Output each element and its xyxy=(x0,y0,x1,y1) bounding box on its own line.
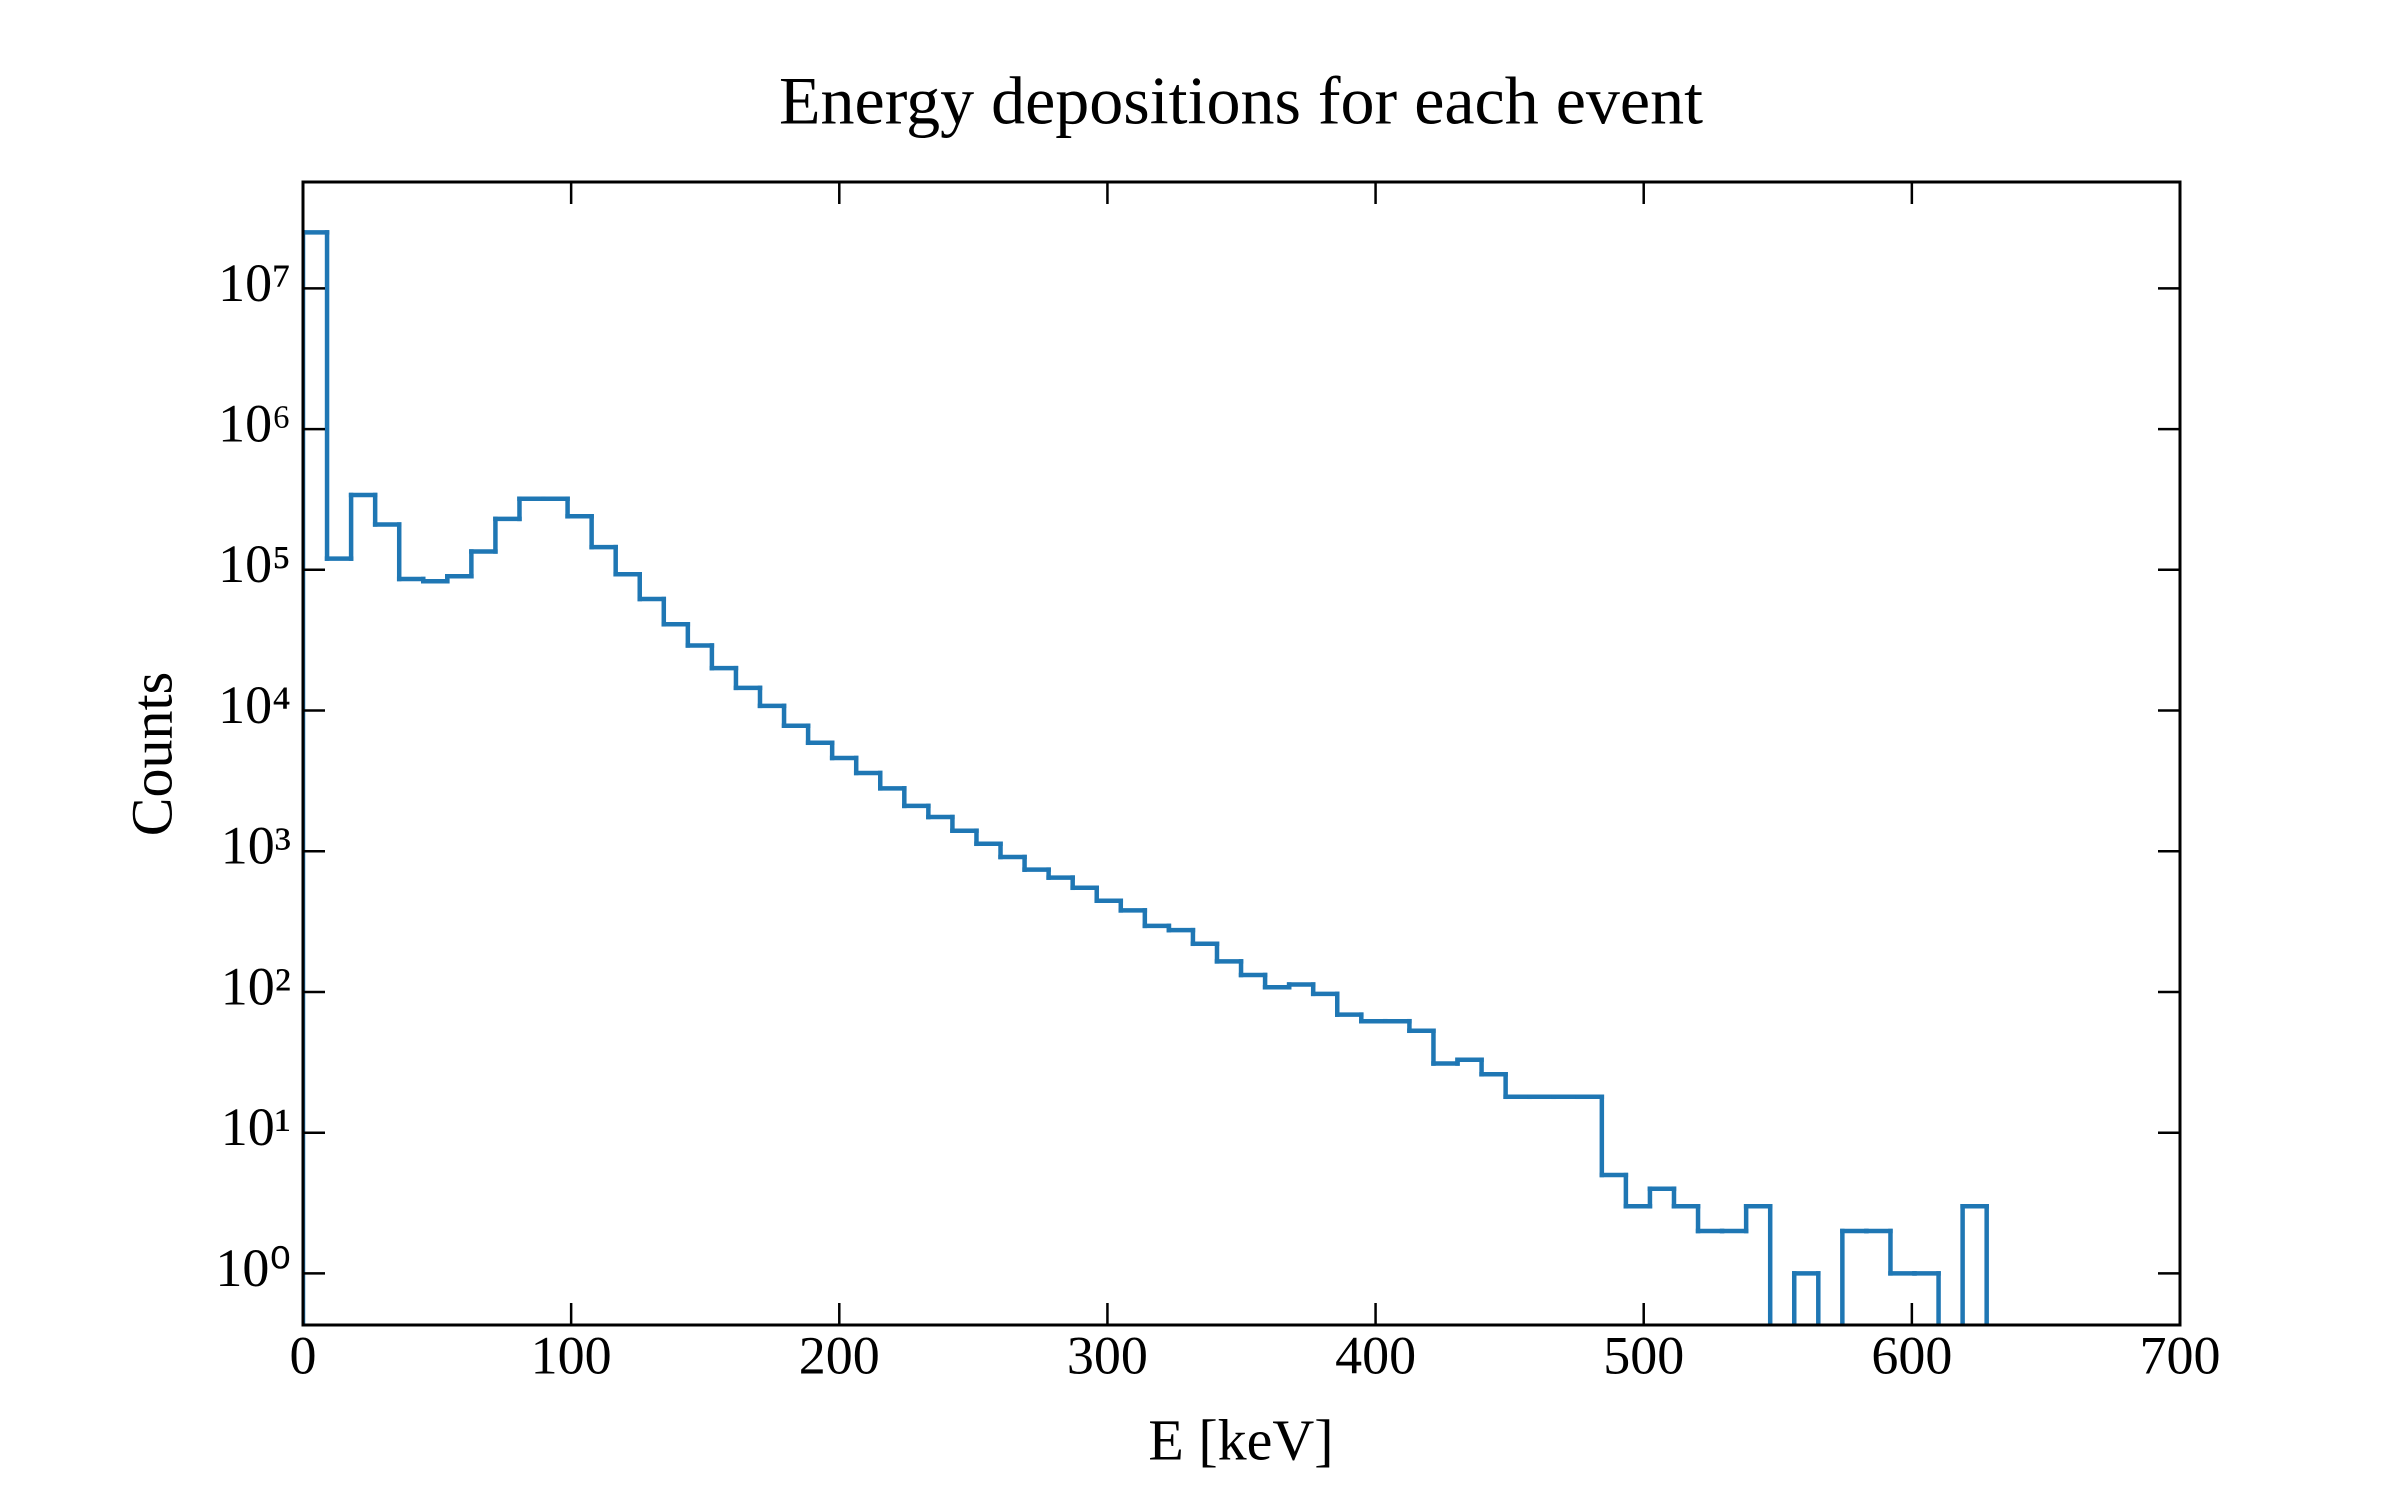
y-tick-label: 10² xyxy=(221,956,291,1016)
x-tick-label: 200 xyxy=(799,1325,880,1385)
y-tick-label: 10⁰ xyxy=(215,1238,291,1298)
y-tick-label: 10¹ xyxy=(221,1097,291,1157)
x-tick-label: 300 xyxy=(1067,1325,1148,1385)
y-tick-label: 10⁶ xyxy=(218,393,291,453)
y-tick-label: 10⁴ xyxy=(218,675,291,735)
histogram xyxy=(303,230,1989,1325)
y-axis-label: Counts xyxy=(119,672,184,836)
x-tick-label: 400 xyxy=(1335,1325,1416,1385)
y-tick-label: 10⁵ xyxy=(218,534,291,594)
x-tick-label: 100 xyxy=(531,1325,612,1385)
plot-frame xyxy=(301,180,2182,1327)
x-tick-label: 600 xyxy=(1871,1325,1952,1385)
y-tick-label: 10⁷ xyxy=(218,253,291,313)
x-tick-label: 500 xyxy=(1603,1325,1684,1385)
chart-title: Energy depositions for each event xyxy=(779,63,1703,139)
x-tick-label: 0 xyxy=(290,1325,317,1385)
x-axis-label: E [keV] xyxy=(1148,1407,1333,1472)
y-tick-label: 10³ xyxy=(221,816,291,876)
x-tick-label: 700 xyxy=(2140,1325,2221,1385)
